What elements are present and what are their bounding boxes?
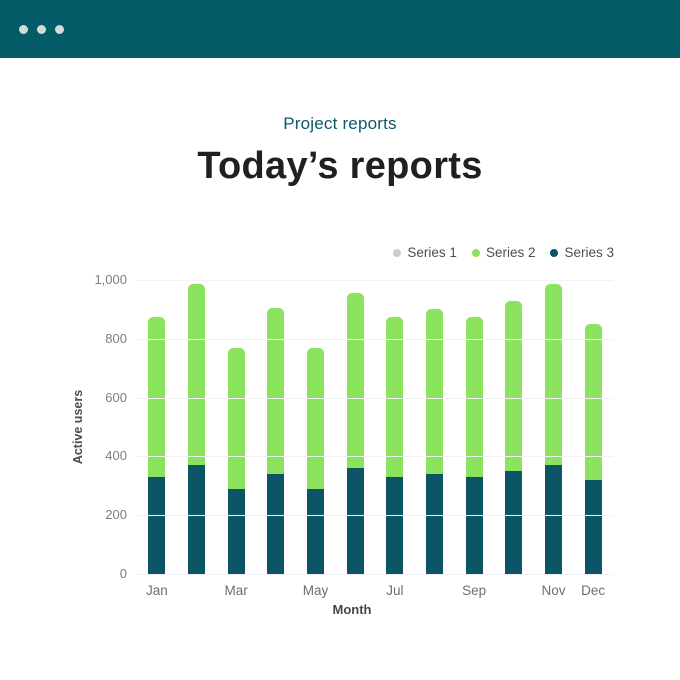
x-tick-label: Mar — [224, 583, 248, 598]
legend-label: Series 1 — [407, 245, 457, 260]
bar-segment-series-2 — [584, 324, 602, 480]
bar-feb[interactable] — [188, 284, 205, 574]
x-tick-label: May — [302, 583, 329, 598]
bar-segment-series-2 — [267, 307, 285, 475]
y-tick-label: 1,000 — [94, 272, 127, 287]
bar-segment-series-2 — [188, 284, 205, 466]
bar-segment-series-3 — [267, 474, 285, 574]
legend-swatch — [393, 248, 402, 257]
legend-swatch — [471, 248, 480, 257]
bar-segment-series-3 — [346, 468, 364, 574]
y-tick-label: 800 — [105, 330, 127, 346]
bar-nov[interactable] — [545, 284, 562, 574]
y-tick-label: 200 — [105, 507, 127, 523]
legend-label: Series 3 — [564, 245, 614, 260]
gridline — [137, 397, 613, 399]
window-control-dot[interactable] — [19, 24, 28, 34]
bar-segment-series-3 — [227, 488, 245, 574]
chart-legend: Series 1 Series 2 Series 3 — [393, 245, 614, 260]
page-title: Today’s reports — [197, 145, 483, 187]
legend-swatch — [550, 248, 559, 257]
x-tick-label: Sep — [462, 583, 487, 598]
legend-item-series-3[interactable]: Series 3 — [550, 245, 614, 260]
report-page: Project reports Today’s reports Series 1… — [0, 114, 680, 617]
bar-jun[interactable] — [346, 293, 364, 574]
bar-segment-series-2 — [505, 300, 523, 472]
gridline — [137, 456, 613, 458]
x-axis-title: Month — [332, 602, 372, 617]
x-tick-label: Jan — [145, 583, 168, 598]
y-tick-label: 600 — [105, 389, 127, 405]
window-controls — [19, 24, 64, 34]
bar-may[interactable] — [307, 347, 324, 574]
bar-mar[interactable] — [227, 347, 245, 574]
plot-area — [137, 280, 613, 574]
bar-segment-series-2 — [426, 309, 443, 475]
bar-apr[interactable] — [267, 307, 285, 574]
active-users-chart: Series 1 Series 2 Series 3 Active users Mo… — [0, 240, 680, 660]
y-tick-label: 400 — [105, 448, 127, 464]
gridline — [137, 338, 613, 340]
gridline — [137, 515, 613, 517]
bar-dec[interactable] — [584, 324, 602, 574]
bar-jul[interactable] — [386, 316, 404, 574]
bar-segment-series-2 — [227, 347, 245, 489]
bar-segment-series-3 — [188, 465, 205, 574]
y-tick-label: 0 — [119, 566, 127, 581]
bar-segment-series-3 — [307, 488, 324, 574]
report-eyebrow: Project reports — [283, 114, 397, 133]
bar-segment-series-2 — [545, 284, 562, 466]
bar-segment-series-3 — [584, 479, 602, 574]
window-control-dot[interactable] — [37, 24, 46, 34]
bar-segment-series-3 — [465, 476, 483, 574]
x-tick-label: Jul — [386, 583, 404, 598]
legend-item-series-1[interactable]: Series 1 — [393, 245, 457, 260]
bar-sep[interactable] — [465, 316, 483, 574]
bar-segment-series-3 — [505, 471, 523, 574]
bar-segment-series-2 — [386, 316, 404, 477]
legend-label: Series 2 — [485, 245, 536, 260]
window-control-dot[interactable] — [55, 24, 64, 34]
legend-item-series-2[interactable]: Series 2 — [471, 245, 536, 260]
bar-segment-series-2 — [346, 293, 364, 469]
bar-segment-series-2 — [148, 316, 166, 477]
gridline — [137, 574, 613, 575]
bar-segment-series-3 — [148, 476, 166, 574]
bar-segment-series-2 — [465, 316, 483, 477]
bar-oct[interactable] — [505, 300, 523, 574]
bar-segment-series-3 — [426, 474, 443, 574]
window-titlebar — [0, 0, 680, 58]
bar-aug[interactable] — [426, 309, 443, 574]
bar-segment-series-3 — [545, 465, 562, 574]
browser-window: Project reports Today’s reports Series 1… — [0, 0, 680, 617]
bar-segment-series-2 — [307, 347, 324, 489]
gridline — [137, 280, 613, 281]
bar-segment-series-3 — [386, 476, 404, 574]
x-tick-label: Dec — [581, 583, 606, 598]
x-tick-label: Nov — [541, 583, 566, 598]
bar-jan[interactable] — [148, 316, 166, 574]
